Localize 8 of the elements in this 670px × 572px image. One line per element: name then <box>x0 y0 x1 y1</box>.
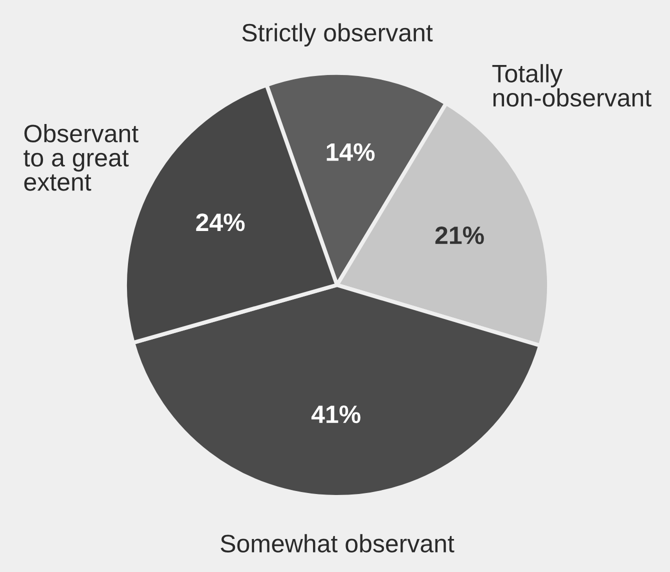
data-label: 41% <box>311 406 360 424</box>
slice-label: Strictly observant <box>242 23 433 46</box>
slice-label: Totally non-observant <box>492 64 652 107</box>
slice-label: Observant to a great extent <box>24 124 138 191</box>
data-label: 14% <box>326 143 375 161</box>
data-label: 21% <box>435 226 484 244</box>
slice-label: Somewhat observant <box>220 534 454 552</box>
data-label: 24% <box>196 214 245 232</box>
